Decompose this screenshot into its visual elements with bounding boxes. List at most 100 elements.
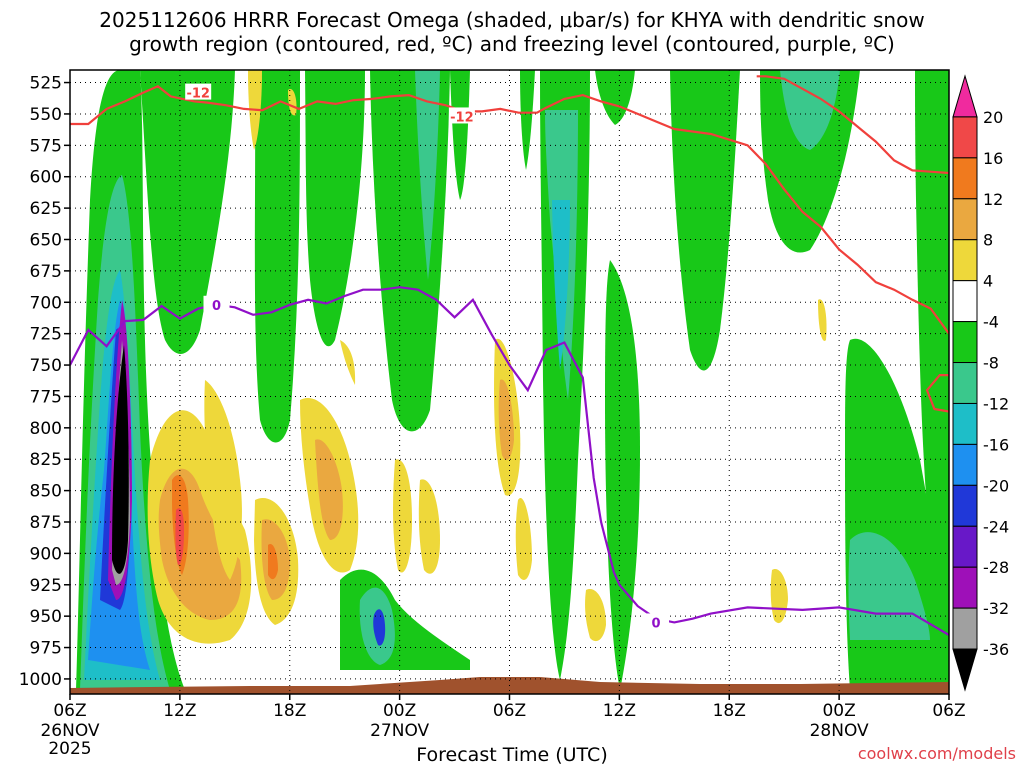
y-tick-label: 925 (30, 576, 62, 596)
contour-label-bg (448, 107, 475, 124)
omega-downward-region (393, 459, 412, 573)
colorbar-label: 12 (983, 190, 1003, 209)
colorbar-swatch (952, 157, 978, 200)
omega-downward-region (418, 479, 440, 574)
x-axis-year-label: 2025 (48, 739, 91, 759)
omega-downward-region (515, 498, 532, 580)
omega-downward-region (175, 508, 184, 565)
colorbar-label: -32 (983, 599, 1009, 618)
omega-downward-region (315, 439, 343, 540)
y-tick-label: 575 (30, 136, 62, 156)
omega-downward-region (268, 544, 278, 580)
omega-upward-region (450, 70, 470, 200)
contour-label: -12 (450, 110, 474, 125)
omega-upward-region (552, 200, 570, 370)
contour-label: 0 (212, 299, 221, 314)
y-tick-label: 825 (30, 450, 62, 470)
colorbar-swatch (952, 484, 978, 527)
colorbar-label: -8 (983, 354, 999, 373)
y-tick-label: 675 (30, 262, 62, 282)
y-tick-label: 900 (30, 544, 62, 564)
colorbar-swatch (952, 566, 978, 609)
y-tick-label: 775 (30, 387, 62, 407)
x-tick-label: 12Z (163, 701, 196, 721)
colorbar-swatch (952, 648, 978, 692)
omega-upward-region (670, 70, 740, 371)
omega-upward-region (915, 70, 949, 690)
colorbar-label: -24 (983, 517, 1009, 536)
colorbar-swatch (952, 74, 978, 118)
y-tick-label: 950 (30, 607, 62, 627)
x-tick-label: 06Z (932, 701, 965, 721)
chart-title-line-1: 2025112606 HRRR Forecast Omega (shaded, … (99, 8, 925, 32)
colorbar-swatch (952, 116, 978, 159)
omega-upward-region (760, 70, 860, 253)
contour-line (925, 374, 949, 413)
x-tick-label: 18Z (713, 701, 746, 721)
colorbar-label: 8 (983, 231, 993, 250)
y-tick-label: 800 (30, 419, 62, 439)
omega-upward-region (780, 70, 840, 150)
y-tick-label: 600 (30, 168, 62, 188)
x-axis-title: Forecast Time (UTC) (416, 744, 608, 766)
contour-line (756, 75, 949, 175)
colorbar-label: 4 (983, 272, 993, 291)
colorbar-swatch (952, 198, 978, 241)
colorbar-label: -12 (983, 394, 1009, 413)
y-tick-label: 1000 (19, 670, 62, 690)
colorbar-label: -36 (983, 640, 1009, 659)
x-tick-label: 00Z (822, 701, 855, 721)
omega-upward-region (605, 260, 640, 690)
colorbar-swatch (952, 239, 978, 282)
x-tick-label: 18Z (273, 701, 306, 721)
colorbar-swatch (952, 525, 978, 568)
colorbar-label: -4 (983, 313, 999, 332)
y-tick-label: 875 (30, 513, 62, 533)
contour-lines (70, 75, 949, 636)
y-tick-label: 975 (30, 639, 62, 659)
x-date-label: 28NOV (810, 721, 869, 741)
omega-shading (76, 70, 949, 690)
colorbar: 20 16 12 8 4 -4 -8 -12 -16 -20 -24 -28 -32 -36 (952, 74, 1009, 692)
omega-upward-region (595, 70, 635, 125)
x-tick-label: 06Z (493, 701, 526, 721)
colorbar-label: -16 (983, 435, 1009, 454)
colorbar-label: -20 (983, 476, 1009, 495)
contour-labels: -12 -12 0 0 (185, 83, 669, 631)
x-tick-label: 00Z (383, 701, 416, 721)
y-tick-label: 750 (30, 356, 62, 376)
y-tick-label: 850 (30, 482, 62, 502)
colorbar-label: 20 (983, 108, 1003, 127)
omega-upward-region (140, 70, 235, 354)
contour-label: 0 (651, 616, 660, 631)
omega-upward-region (373, 609, 386, 646)
omega-downward-region (498, 379, 514, 460)
omega-downward-region (585, 589, 606, 642)
x-tick-label: 06Z (53, 701, 86, 721)
chart-title-line-2: growth region (contoured, red, ºC) and f… (129, 32, 895, 56)
contour-label-bg (643, 613, 669, 630)
omega-downward-region (818, 299, 827, 341)
contour-line (70, 286, 949, 636)
contour-label: -12 (186, 87, 210, 102)
colorbar-swatch (952, 402, 978, 445)
omega-upward-region (415, 70, 440, 280)
y-tick-label: 550 (30, 105, 62, 125)
x-date-label: 26NOV (40, 721, 99, 741)
contour-label-bg (185, 83, 212, 100)
colorbar-swatch (952, 607, 978, 650)
y-tick-label: 625 (30, 199, 62, 219)
colorbar-swatch (952, 280, 978, 323)
x-tick-label: 12Z (603, 701, 636, 721)
y-axis: 525 550 575 600 625 650 675 700 725 750 775 800 825 8… (19, 74, 70, 690)
contour-label-bg (203, 295, 230, 312)
colorbar-label: -28 (983, 558, 1009, 577)
omega-upward-region (520, 70, 535, 170)
colorbar-swatch (952, 362, 978, 404)
colorbar-swatch (952, 321, 978, 364)
y-tick-label: 725 (30, 325, 62, 345)
colorbar-label: 16 (983, 149, 1003, 168)
contour-line (70, 85, 949, 335)
